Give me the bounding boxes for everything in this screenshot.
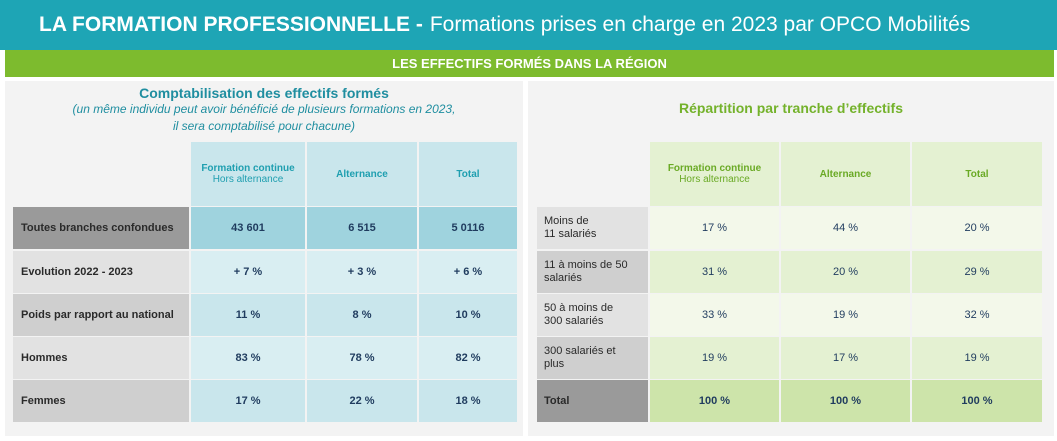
title-bar: LA FORMATION PROFESSIONNELLE - Formation… <box>0 0 1057 50</box>
left-value-cell: + 7 % <box>191 251 305 293</box>
right-row-label-line2: 300 salariés <box>544 315 604 327</box>
left-col-header: Alternance <box>307 142 417 206</box>
right-row-label-text: 50 à moins de 300 salariés <box>544 302 613 328</box>
right-row-label-text: 11 à moins de 50 salariés <box>544 259 628 285</box>
right-value-cell: 29 % <box>912 251 1042 293</box>
right-row-label-line2: plus <box>544 358 565 370</box>
left-value-cell: 11 % <box>191 294 305 336</box>
right-value-cell: 19 % <box>781 294 910 336</box>
right-value-cell: 17 % <box>781 337 910 379</box>
right-value-cell: 33 % <box>650 294 779 336</box>
right-value-cell: 17 % <box>650 207 779 249</box>
right-heading: Répartition par tranche d’effectifs <box>678 100 904 116</box>
right-col-header-label: Formation continue <box>667 163 762 174</box>
right-value-cell: 19 % <box>650 337 779 379</box>
left-value-cell: 83 % <box>191 337 305 379</box>
left-row-label: Femmes <box>13 380 189 422</box>
right-value-cell: 31 % <box>650 251 779 293</box>
left-col-header: Formation continue Hors alternance <box>191 142 305 206</box>
right-row-label-line1: Moins de <box>544 215 589 227</box>
right-value-cell: 44 % <box>781 207 910 249</box>
left-value-cell: + 3 % <box>307 251 417 293</box>
right-value-cell: 20 % <box>781 251 910 293</box>
left-value-cell: 17 % <box>191 380 305 422</box>
left-value-cell: 22 % <box>307 380 417 422</box>
left-col-header: Total <box>419 142 517 206</box>
left-note-line2: il sera comptabilisé pour chacune) <box>172 119 356 133</box>
right-col-header: Alternance <box>781 142 910 206</box>
left-value-cell: 18 % <box>419 380 517 422</box>
right-row-label-line2: 11 salariés <box>544 228 597 240</box>
left-panel: Comptabilisation des effectifs formés (u… <box>5 81 523 436</box>
right-col-header-sub: Hors alternance <box>679 174 750 185</box>
left-value-cell: 43 601 <box>191 207 305 249</box>
left-heading: Comptabilisation des effectifs formés <box>139 85 389 101</box>
subtitle-bar: LES EFFECTIFS FORMÉS DANS LA RÉGION <box>5 50 1054 77</box>
right-row-label-line1: Total <box>544 394 570 407</box>
right-value-cell: 20 % <box>912 207 1042 249</box>
left-col-header-label: Alternance <box>336 168 388 180</box>
right-row-label-text: 300 salariés et plus <box>544 345 616 371</box>
right-row-label: 300 salariés et plus <box>537 337 648 379</box>
left-row-label: Poids par rapport au national <box>13 294 189 336</box>
title-bold: LA FORMATION PROFESSIONNELLE - <box>39 13 423 36</box>
right-col-header: Total <box>912 142 1042 206</box>
left-row-label: Toutes branches confondues <box>13 207 189 249</box>
right-row-label-line1: 300 salariés et <box>544 345 616 357</box>
right-col-header: Formation continue Hors alternance <box>650 142 779 206</box>
left-row-label: Hommes <box>13 337 189 379</box>
right-col-header-label: Total <box>965 168 989 180</box>
right-value-cell: 100 % <box>781 380 910 422</box>
title-rest: Formations prises en charge en 2023 par … <box>429 13 971 36</box>
right-row-label-line2: salariés <box>544 272 582 284</box>
right-row-label: Moins de 11 salariés <box>537 207 648 249</box>
left-value-cell: 8 % <box>307 294 417 336</box>
left-value-cell: 10 % <box>419 294 517 336</box>
left-note-line1: (un même individu peut avoir bénéficié d… <box>72 102 456 116</box>
right-row-label: Total <box>537 380 648 422</box>
right-row-label-text: Total <box>544 395 569 408</box>
left-value-cell: 82 % <box>419 337 517 379</box>
right-value-cell: 19 % <box>912 337 1042 379</box>
left-value-cell: + 6 % <box>419 251 517 293</box>
right-row-label-line1: 50 à moins de <box>544 302 614 314</box>
left-col-header-label: Formation continue <box>201 163 295 174</box>
right-row-label: 11 à moins de 50 salariés <box>537 251 648 293</box>
left-heading-block: Comptabilisation des effectifs formés (u… <box>5 85 523 135</box>
left-value-cell: 78 % <box>307 337 417 379</box>
right-row-label-text: Moins de 11 salariés <box>544 215 596 241</box>
right-panel: Répartition par tranche d’effectifs Form… <box>528 81 1054 436</box>
right-value-cell: 100 % <box>650 380 779 422</box>
left-value-cell: 5 0116 <box>419 207 517 249</box>
right-col-header-label: Alternance <box>819 168 872 180</box>
right-value-cell: 32 % <box>912 294 1042 336</box>
left-col-header-label: Total <box>456 168 480 180</box>
left-value-cell: 6 515 <box>307 207 417 249</box>
right-value-cell: 100 % <box>912 380 1042 422</box>
right-row-label-line1: 11 à moins de 50 <box>544 259 628 271</box>
left-row-label: Evolution 2022 - 2023 <box>13 251 189 293</box>
left-col-header-sub: Hors alternance <box>212 174 284 185</box>
right-row-label: 50 à moins de 300 salariés <box>537 294 648 336</box>
